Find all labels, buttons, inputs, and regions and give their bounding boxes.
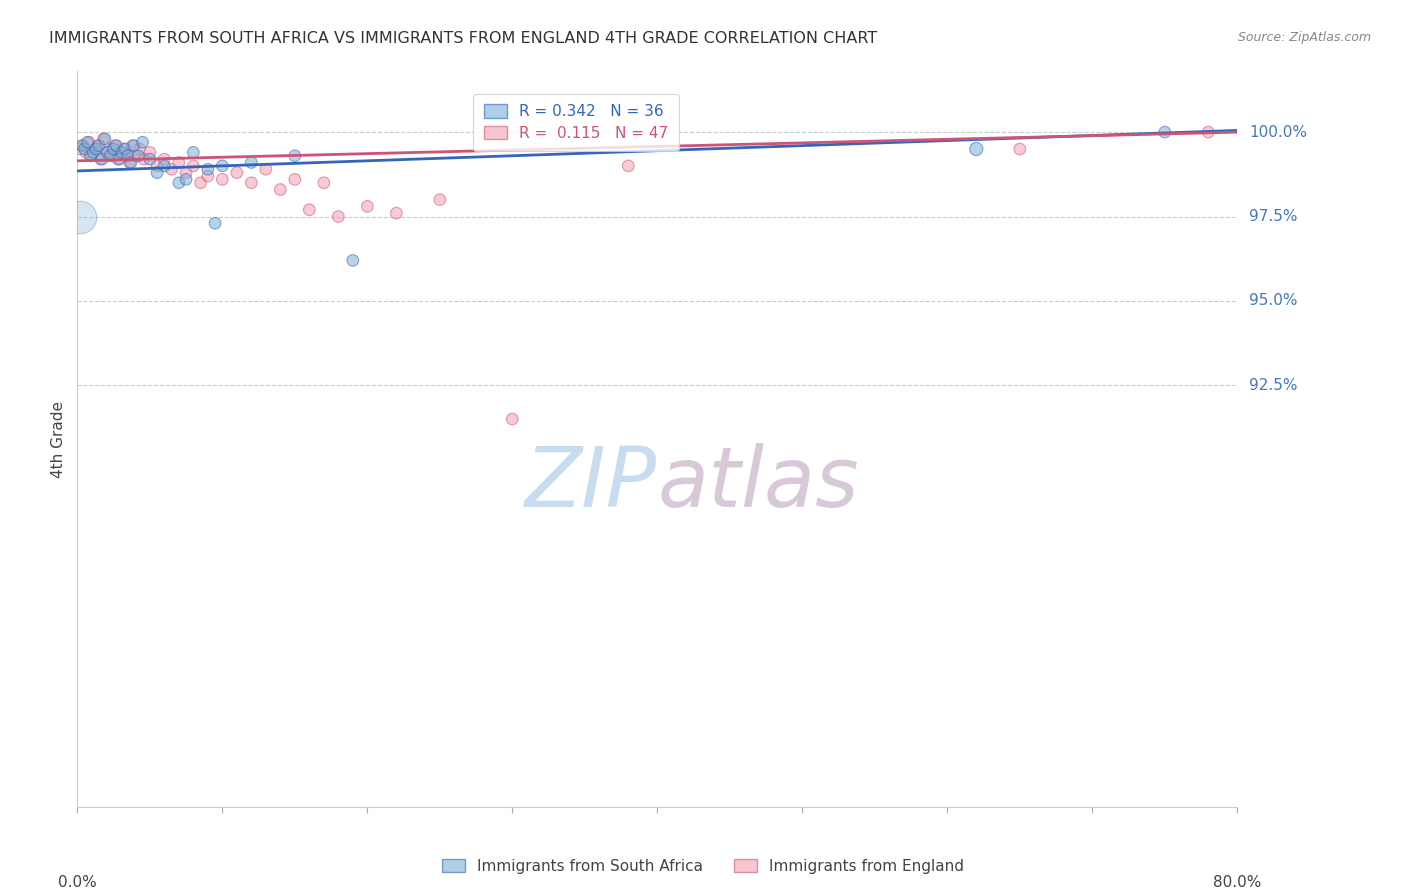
Point bbox=[112, 142, 135, 156]
Point bbox=[204, 216, 226, 230]
Point bbox=[225, 166, 247, 180]
Text: ZIP: ZIP bbox=[526, 443, 658, 524]
Point bbox=[254, 162, 277, 177]
Point bbox=[77, 135, 100, 149]
Point bbox=[100, 149, 122, 163]
Point bbox=[124, 149, 146, 163]
Point bbox=[965, 142, 987, 156]
Point bbox=[127, 149, 149, 163]
Point bbox=[96, 145, 118, 160]
Point bbox=[91, 152, 114, 166]
Point bbox=[183, 159, 205, 173]
Point bbox=[211, 172, 233, 186]
Point bbox=[167, 155, 190, 169]
Point bbox=[211, 159, 233, 173]
Point bbox=[190, 176, 212, 190]
Text: IMMIGRANTS FROM SOUTH AFRICA VS IMMIGRANTS FROM ENGLAND 4TH GRADE CORRELATION CH: IMMIGRANTS FROM SOUTH AFRICA VS IMMIGRAN… bbox=[49, 31, 877, 46]
Point bbox=[139, 152, 162, 166]
Point bbox=[114, 142, 136, 156]
Text: 0.0%: 0.0% bbox=[58, 875, 97, 890]
Point bbox=[197, 162, 219, 177]
Point bbox=[83, 142, 105, 156]
Point bbox=[284, 172, 307, 186]
Point bbox=[97, 145, 120, 160]
Point bbox=[69, 210, 91, 224]
Point bbox=[122, 138, 145, 153]
Point bbox=[146, 159, 169, 173]
Point bbox=[107, 152, 129, 166]
Point bbox=[101, 142, 124, 156]
Text: 80.0%: 80.0% bbox=[1213, 875, 1261, 890]
Point bbox=[75, 145, 97, 160]
Point bbox=[104, 138, 127, 153]
Point bbox=[146, 166, 169, 180]
Text: 97.5%: 97.5% bbox=[1249, 209, 1298, 224]
Point bbox=[80, 149, 103, 163]
Point bbox=[105, 138, 128, 153]
Point bbox=[167, 176, 190, 190]
Point bbox=[139, 145, 162, 160]
Point bbox=[160, 162, 183, 177]
Point bbox=[131, 135, 153, 149]
Point bbox=[118, 155, 141, 169]
Point bbox=[298, 202, 321, 217]
Point bbox=[1008, 142, 1031, 156]
Point bbox=[73, 142, 96, 156]
Point bbox=[284, 149, 307, 163]
Text: 95.0%: 95.0% bbox=[1249, 293, 1298, 309]
Point bbox=[429, 193, 451, 207]
Point bbox=[98, 149, 121, 163]
Point bbox=[108, 152, 131, 166]
Legend: Immigrants from South Africa, Immigrants from England: Immigrants from South Africa, Immigrants… bbox=[436, 853, 970, 880]
Point bbox=[86, 138, 108, 153]
Text: atlas: atlas bbox=[658, 443, 859, 524]
Point bbox=[356, 199, 378, 213]
Point bbox=[69, 142, 91, 156]
Point bbox=[121, 138, 143, 153]
Point bbox=[115, 149, 138, 163]
Point bbox=[183, 145, 205, 160]
Point bbox=[90, 152, 111, 166]
Point bbox=[93, 132, 115, 146]
Point bbox=[1153, 125, 1175, 139]
Point bbox=[70, 138, 93, 153]
Point bbox=[385, 206, 408, 220]
Point bbox=[84, 142, 107, 156]
Point bbox=[153, 152, 176, 166]
Point bbox=[240, 155, 263, 169]
Point bbox=[110, 145, 132, 160]
Point bbox=[174, 172, 197, 186]
Point bbox=[132, 152, 155, 166]
Point bbox=[76, 135, 98, 149]
Point bbox=[617, 159, 640, 173]
Text: 100.0%: 100.0% bbox=[1249, 125, 1308, 140]
Point bbox=[117, 149, 139, 163]
Point bbox=[128, 142, 150, 156]
Point bbox=[240, 176, 263, 190]
Point bbox=[103, 142, 125, 156]
Point bbox=[269, 182, 291, 196]
Point bbox=[197, 169, 219, 183]
Point bbox=[79, 149, 101, 163]
Point bbox=[328, 210, 350, 224]
Y-axis label: 4th Grade: 4th Grade bbox=[51, 401, 66, 478]
Legend: R = 0.342   N = 36, R =  0.115   N = 47: R = 0.342 N = 36, R = 0.115 N = 47 bbox=[474, 94, 679, 152]
Point bbox=[94, 132, 117, 146]
Point bbox=[342, 253, 364, 268]
Point bbox=[312, 176, 335, 190]
Point bbox=[1197, 125, 1219, 139]
Point bbox=[153, 159, 176, 173]
Point bbox=[87, 138, 110, 153]
Point bbox=[501, 412, 523, 426]
Point bbox=[174, 166, 197, 180]
Text: Source: ZipAtlas.com: Source: ZipAtlas.com bbox=[1237, 31, 1371, 45]
Point bbox=[82, 145, 104, 160]
Point bbox=[120, 155, 142, 169]
Point bbox=[111, 145, 134, 160]
Point bbox=[72, 138, 94, 153]
Text: 92.5%: 92.5% bbox=[1249, 378, 1298, 392]
